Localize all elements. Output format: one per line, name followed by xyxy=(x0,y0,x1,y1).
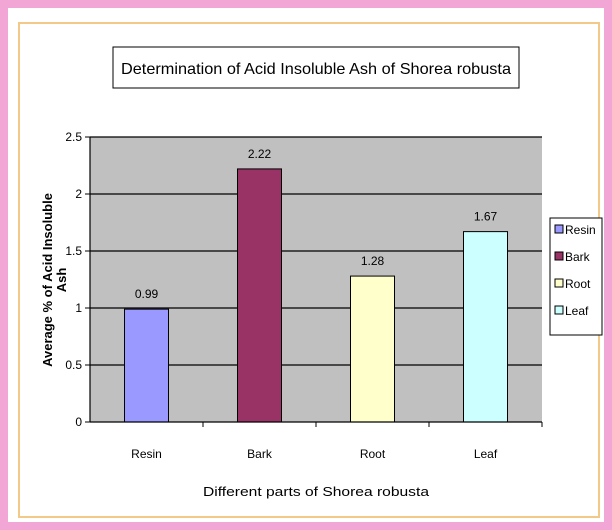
legend-label-leaf: Leaf xyxy=(565,304,589,318)
bar-bark xyxy=(237,168,282,423)
bar-leaf xyxy=(463,231,508,423)
legend-label-bark: Bark xyxy=(565,250,591,264)
legend-swatch-leaf xyxy=(554,305,564,315)
y-tick-label: 0.5 xyxy=(65,358,82,372)
data-label-leaf: 1.67 xyxy=(474,210,498,224)
legend-swatch-root xyxy=(554,278,564,288)
legend xyxy=(549,217,603,336)
bar-root xyxy=(350,275,395,423)
bar-resin xyxy=(124,308,169,423)
x-axis-title: Different parts of Shorea robusta xyxy=(203,484,430,499)
chart-title: Determination of Acid Insoluble Ash of S… xyxy=(121,61,511,78)
y-tick-label: 2.5 xyxy=(65,130,82,144)
legend-swatch-resin xyxy=(554,224,564,234)
legend-label-root: Root xyxy=(565,277,591,291)
legend-entries: Resin Bark Root Leaf xyxy=(554,223,596,318)
x-tick-label-bark: Bark xyxy=(247,447,273,461)
y-tick-label: 0 xyxy=(75,415,82,429)
y-axis-title-line-1: Average % of Acid Insoluble xyxy=(40,193,55,367)
data-label-resin: 0.99 xyxy=(135,287,159,301)
data-label-root: 1.28 xyxy=(361,254,385,268)
y-tick-labels: 0 0.5 1 1.5 2 2.5 xyxy=(65,130,82,429)
chart-title-box xyxy=(112,46,520,89)
axes xyxy=(85,136,543,427)
x-tick-labels: Resin Bark Root Leaf xyxy=(131,447,498,461)
legend-label-resin: Resin xyxy=(565,223,596,237)
y-axis-title-line-2: Ash xyxy=(54,268,69,293)
x-tick-label-leaf: Leaf xyxy=(474,447,498,461)
x-tick-label-root: Root xyxy=(360,447,386,461)
data-labels: 0.99 2.22 1.28 1.67 xyxy=(135,147,498,301)
y-tick-label: 1 xyxy=(75,301,82,315)
bars xyxy=(124,168,508,423)
x-tick-label-resin: Resin xyxy=(131,447,162,461)
y-tick-label: 1.5 xyxy=(65,244,82,258)
y-tick-label: 2 xyxy=(75,187,82,201)
data-label-bark: 2.22 xyxy=(248,147,272,161)
legend-swatch-bark xyxy=(554,251,564,261)
